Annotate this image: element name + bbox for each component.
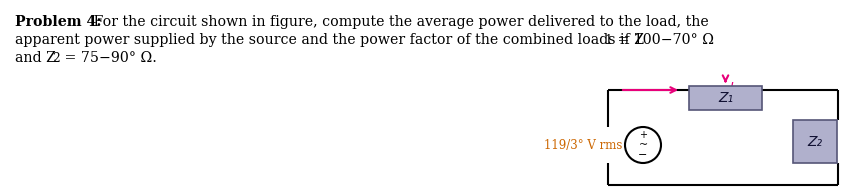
Bar xyxy=(793,120,837,163)
Text: 119/3° V rms: 119/3° V rms xyxy=(544,139,622,152)
Text: Z₂: Z₂ xyxy=(807,135,823,148)
Bar xyxy=(689,86,762,110)
Text: = 75−90° Ω.: = 75−90° Ω. xyxy=(60,51,157,65)
Text: For the circuit shown in figure, compute the average power delivered to the load: For the circuit shown in figure, compute… xyxy=(89,15,709,29)
Text: Problem 4:: Problem 4: xyxy=(15,15,102,29)
Text: I: I xyxy=(729,81,734,94)
Text: 2: 2 xyxy=(52,52,59,65)
Text: −: − xyxy=(639,150,648,160)
Text: = 100−70° Ω: = 100−70° Ω xyxy=(613,33,714,47)
Text: 1: 1 xyxy=(605,34,613,47)
Text: ~: ~ xyxy=(639,140,648,150)
Text: and Z: and Z xyxy=(15,51,56,65)
Text: +: + xyxy=(639,130,647,140)
Text: apparent power supplied by the source and the power factor of the combined loads: apparent power supplied by the source an… xyxy=(15,33,644,47)
Text: Z₁: Z₁ xyxy=(718,91,733,105)
